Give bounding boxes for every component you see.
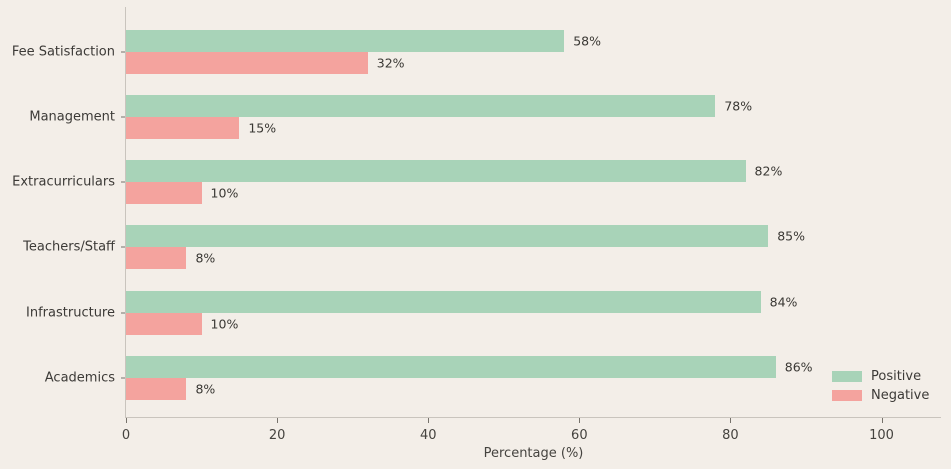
x-axis-tick <box>881 418 883 423</box>
y-axis-category-label: Infrastructure <box>26 305 115 321</box>
legend: Positive Negative <box>832 369 929 403</box>
positive-bar <box>126 94 716 117</box>
x-axis-tick-label: 0 <box>121 428 131 443</box>
legend-swatch <box>832 390 862 401</box>
y-axis-tick <box>121 246 125 248</box>
x-axis-title: Percentage (%) <box>483 446 584 461</box>
positive-bar <box>126 225 769 248</box>
x-axis-tick-label: 20 <box>268 428 286 443</box>
negative-bar <box>126 116 240 139</box>
y-axis-tick <box>121 116 125 118</box>
bar-value-label: 32% <box>376 55 405 70</box>
bar-value-label: 8% <box>195 250 216 266</box>
y-axis-category-label: Management <box>29 109 115 125</box>
y-axis-category-label: Academics <box>44 370 115 386</box>
negative-bar <box>126 247 187 270</box>
x-axis-tick-label: 80 <box>722 428 739 443</box>
bar-value-label: 85% <box>777 228 806 244</box>
y-axis-category-label: Fee Satisfaction <box>11 44 115 59</box>
bar-value-label: 8% <box>195 381 216 397</box>
y-axis-category-label: Extracurriculars <box>12 174 115 190</box>
y-axis-tick <box>121 312 125 314</box>
bar-value-label: 10% <box>210 316 239 332</box>
x-axis-tick-label: 60 <box>571 428 588 443</box>
x-axis-tick-label: 40 <box>419 428 437 443</box>
y-axis-tick <box>121 181 125 183</box>
y-axis-tick <box>121 377 125 379</box>
positive-bar <box>126 356 776 378</box>
negative-bar <box>126 378 187 400</box>
x-axis-tick <box>428 418 430 423</box>
x-axis-tick <box>579 418 581 423</box>
x-axis-tick <box>277 418 279 423</box>
plot-area: Fee Satisfaction 58% 32% Management 78% 15% Ex… <box>12 7 941 461</box>
bar-value-label: 84% <box>769 294 798 310</box>
legend-swatch <box>832 371 862 382</box>
y-axis-tick <box>121 51 125 52</box>
x-axis-tick <box>730 418 732 423</box>
negative-bar <box>126 51 368 74</box>
bar-value-label: 58% <box>573 33 602 48</box>
bar-value-label: 82% <box>754 163 783 179</box>
x-axis-tick-label: 100 <box>869 428 894 443</box>
bar-value-label: 10% <box>210 185 239 201</box>
legend-entry: Negative <box>832 388 929 403</box>
bar-value-label: 78% <box>724 98 753 114</box>
negative-bar <box>126 312 202 335</box>
y-axis-category-label: Teachers/Staff <box>23 239 115 255</box>
negative-bar <box>126 182 202 205</box>
legend-label: Positive <box>871 369 922 384</box>
positive-bar <box>126 290 761 313</box>
legend-entry: Positive <box>832 369 929 384</box>
positive-bar <box>126 160 746 183</box>
positive-bar <box>126 29 565 52</box>
legend-label: Negative <box>871 388 930 403</box>
bar-value-label: 15% <box>248 120 277 136</box>
bar-value-label: 86% <box>784 359 813 375</box>
x-axis-tick <box>126 418 127 423</box>
